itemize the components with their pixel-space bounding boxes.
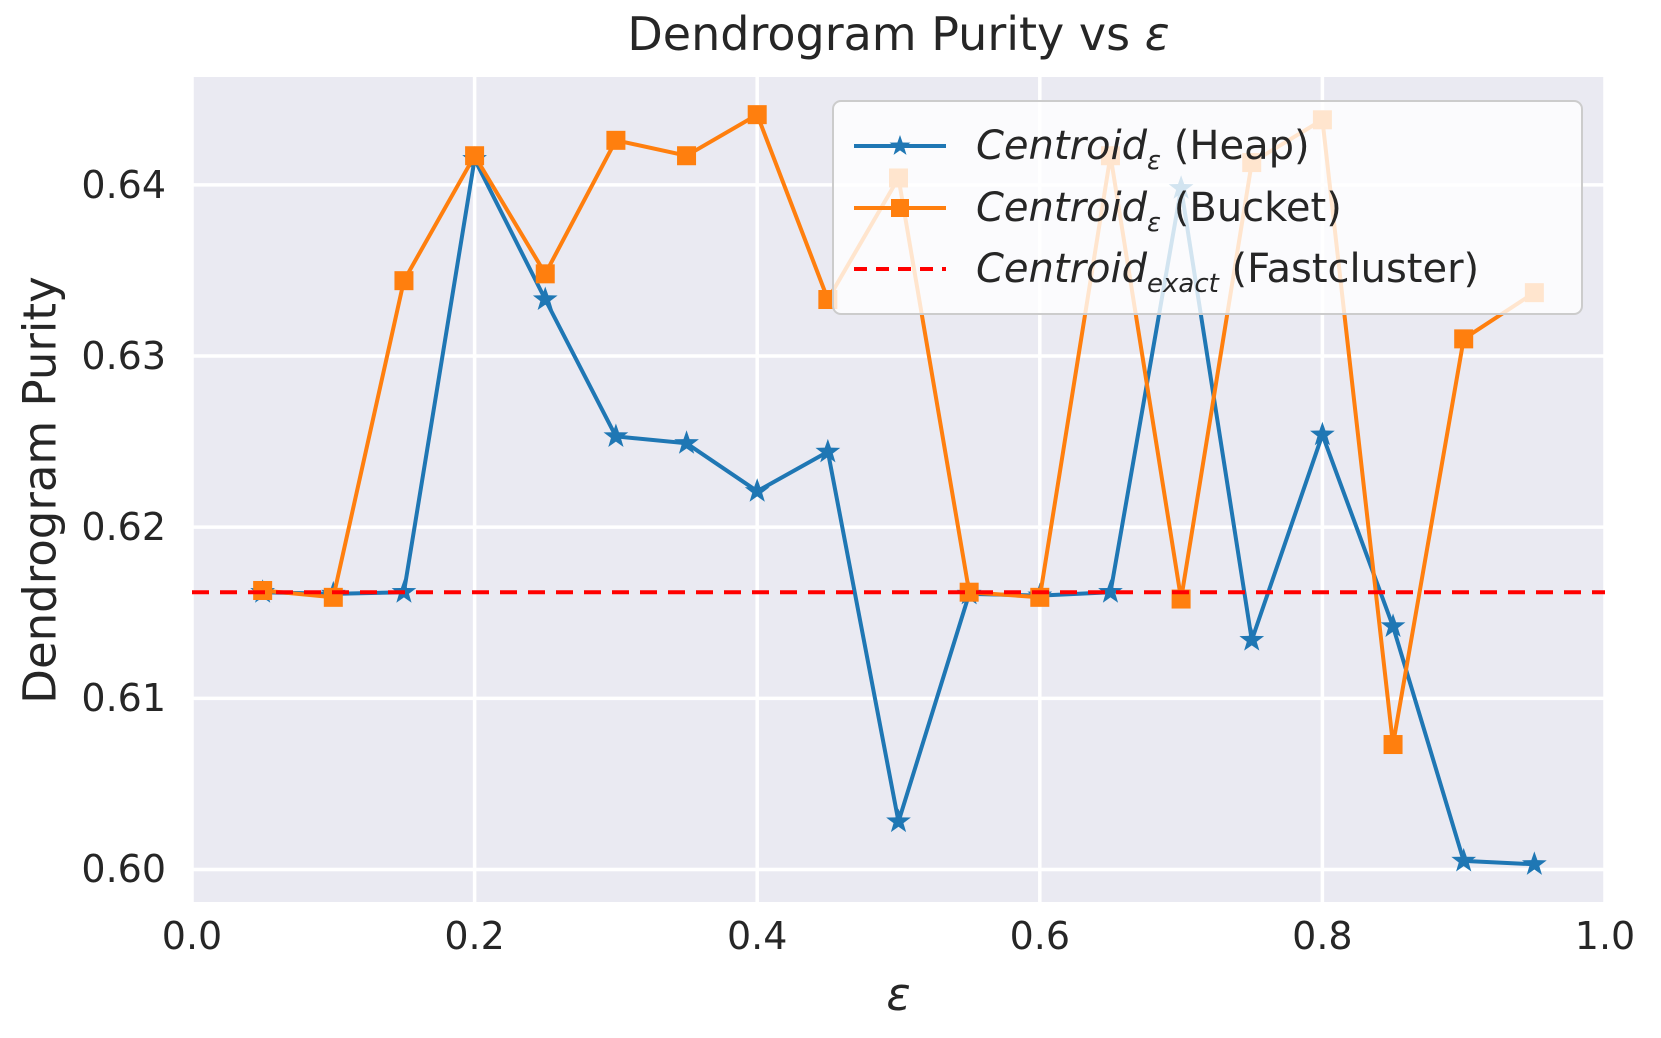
- legend-label-sub: ε: [1147, 146, 1162, 177]
- x-axis-label: ε: [886, 968, 911, 1021]
- data-point-square: [747, 105, 767, 125]
- x-tick-label: 0.4: [726, 914, 788, 958]
- legend-entry-exact: Centroidexact (Fastcluster): [850, 245, 1567, 297]
- legend-label-word: Centroid: [976, 123, 1147, 170]
- legend-entry-bucket: Centroidε (Bucket): [850, 184, 1567, 236]
- x-tick-label: 0.6: [1009, 914, 1071, 958]
- x-tick-label: 0.8: [1292, 914, 1353, 958]
- data-point-square: [1454, 329, 1474, 349]
- data-point-star: [674, 430, 699, 454]
- data-point-star: [886, 808, 911, 833]
- y-tick-label: 0.60: [81, 847, 166, 892]
- data-point-square: [465, 146, 485, 166]
- legend: Centroidε (Heap) Centroidε (Bucket) Cent…: [832, 100, 1583, 315]
- legend-label-sub: ε: [1147, 207, 1162, 238]
- legend-label: Centroidexact (Fastcluster): [976, 245, 1480, 297]
- x-tick-label: 0.2: [444, 914, 505, 958]
- legend-label: Centroidε (Bucket): [976, 184, 1342, 236]
- data-point-star: [1521, 851, 1547, 875]
- data-point-square: [959, 582, 979, 602]
- legend-red-dashed-line-icon: [854, 266, 946, 271]
- data-point-star: [1239, 627, 1265, 651]
- data-point-square: [677, 146, 697, 166]
- chart-title: Dendrogram Purity vs ε: [192, 6, 1605, 64]
- legend-label-rest: (Bucket): [1161, 184, 1342, 231]
- y-tick-label: 0.62: [81, 505, 166, 550]
- legend-label-sub: exact: [1147, 268, 1219, 299]
- legend-blue-star-line-icon: [854, 135, 946, 156]
- x-tick-label: 0.0: [161, 914, 223, 958]
- data-point-star: [532, 286, 558, 311]
- chart-title-epsilon: ε: [1144, 7, 1170, 61]
- legend-label-word: Centroid: [976, 245, 1147, 292]
- data-point-star: [1098, 579, 1123, 603]
- data-point-star: [815, 438, 841, 463]
- data-point-star: [1380, 613, 1406, 637]
- chart-title-text: Dendrogram Purity vs: [627, 7, 1145, 61]
- x-tick-label: 1.0: [1574, 914, 1636, 958]
- data-point-star: [1451, 847, 1477, 872]
- data-point-square: [535, 264, 555, 284]
- data-point-square: [606, 130, 626, 150]
- data-point-star: [603, 423, 629, 447]
- legend-label-word: Centroid: [976, 184, 1147, 231]
- data-point-square: [1383, 735, 1403, 755]
- legend-orange-square-line-icon: [854, 198, 946, 217]
- y-tick-label: 0.63: [81, 333, 166, 378]
- legend-label: Centroidε (Heap): [976, 123, 1310, 174]
- legend-label-rest: (Fastcluster): [1218, 245, 1480, 292]
- data-point-star: [1310, 421, 1335, 446]
- data-point-square: [394, 271, 414, 291]
- y-tick-label: 0.61: [81, 676, 166, 721]
- y-tick-label: 0.64: [81, 162, 166, 207]
- data-point-square: [1171, 589, 1191, 609]
- legend-entry-heap: Centroidε (Heap): [850, 123, 1567, 174]
- data-point-star: [744, 478, 770, 502]
- legend-label-rest: (Heap): [1161, 123, 1310, 170]
